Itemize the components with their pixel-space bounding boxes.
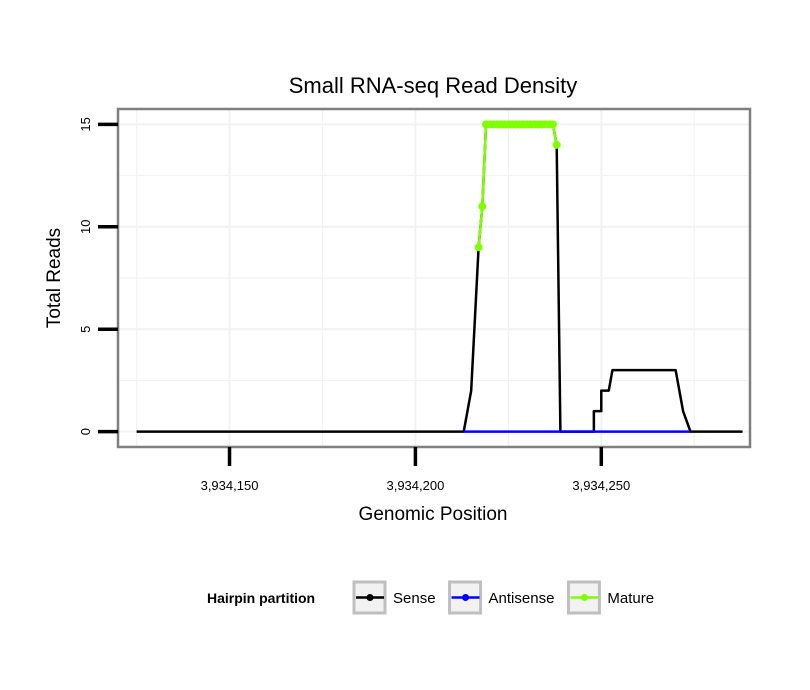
legend-label-mature: Mature bbox=[607, 590, 654, 607]
series-mature-point bbox=[552, 140, 561, 149]
legend-item-mature: Mature bbox=[566, 580, 654, 615]
legend-key-point bbox=[462, 594, 470, 601]
grid-lines bbox=[118, 109, 750, 447]
x-axis: 3,934,150 3,934,200 3,934,250 bbox=[201, 447, 630, 493]
series-layer bbox=[136, 120, 743, 433]
legend-label-sense: Sense bbox=[393, 590, 436, 607]
legend-key-point bbox=[580, 594, 588, 601]
x-axis-title: Genomic Position bbox=[359, 504, 508, 525]
legend: Hairpin partition Sense Antisense Mature bbox=[207, 580, 654, 615]
series-mature-point bbox=[478, 202, 487, 211]
y-axis-title: Total Reads bbox=[44, 228, 65, 328]
legend-item-sense: Sense bbox=[352, 580, 436, 615]
x-tick-label: 3,934,200 bbox=[386, 478, 444, 493]
x-tick-label: 3,934,250 bbox=[572, 478, 630, 493]
x-tick-label: 3,934,150 bbox=[201, 478, 259, 493]
legend-entries: Sense Antisense Mature bbox=[352, 580, 654, 615]
series-mature-point bbox=[474, 243, 483, 252]
series-mature bbox=[474, 120, 561, 252]
y-tick-label: 5 bbox=[78, 326, 93, 333]
y-axis: 0 5 10 15 bbox=[78, 117, 118, 435]
y-tick-label: 10 bbox=[78, 220, 93, 234]
legend-title: Hairpin partition bbox=[207, 590, 315, 606]
series-mature-line bbox=[477, 123, 558, 248]
legend-key-point bbox=[366, 594, 374, 601]
y-tick-label: 0 bbox=[78, 428, 93, 435]
plot-panel-border bbox=[116, 107, 752, 449]
y-tick-label: 15 bbox=[78, 117, 93, 131]
legend-item-antisense: Antisense bbox=[448, 580, 555, 615]
legend-label-antisense: Antisense bbox=[489, 590, 555, 607]
chart-title: Small RNA-seq Read Density bbox=[289, 73, 578, 98]
series-mature-point bbox=[548, 120, 557, 129]
